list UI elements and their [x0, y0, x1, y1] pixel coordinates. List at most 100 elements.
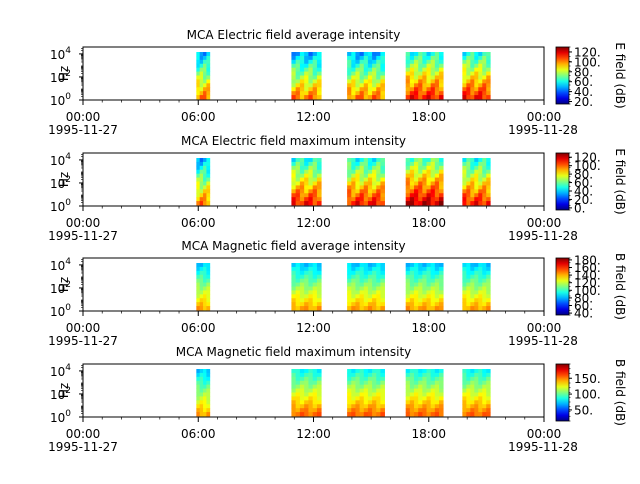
spectrogram-cell [316, 193, 322, 198]
spectrogram-cell [434, 274, 440, 280]
spectrogram-cell [367, 404, 373, 409]
spectrogram-cell [203, 376, 207, 382]
spectrogram-cell [414, 161, 419, 167]
y-axis-label: Hz [57, 66, 71, 81]
spectrogram-cell [347, 193, 352, 198]
spectrogram-cell [414, 189, 419, 194]
spectrogram-cell [470, 59, 475, 65]
spectrogram-cell [196, 181, 201, 186]
spectrogram-cell [316, 302, 322, 307]
spectrogram-cell [367, 306, 373, 311]
spectrogram-cell [418, 95, 423, 100]
spectrogram-cell [367, 197, 373, 202]
spectrogram-cell [308, 181, 314, 186]
spectrogram-cell [478, 83, 483, 88]
spectrogram-cell [347, 294, 352, 299]
spectrogram-cell [363, 263, 369, 268]
spectrogram-cell [363, 282, 369, 287]
spectrogram-cell [355, 201, 360, 206]
spectrogram-cell [206, 59, 211, 65]
spectrogram-cell [426, 384, 432, 389]
spectrogram-cell [405, 286, 411, 291]
spectrogram-cell [299, 173, 305, 178]
spectrogram-cell [308, 91, 314, 96]
spectrogram-cell [376, 59, 381, 65]
spectrogram-cell [418, 79, 423, 84]
spectrogram-cell [199, 278, 204, 283]
spectrogram-cell [355, 177, 360, 182]
spectrogram-cell [291, 372, 297, 378]
spectrogram-cell [486, 158, 491, 163]
panel-4: MCA Magnetic field maximum intensityHz10… [48, 345, 627, 454]
spectrogram-cell [376, 384, 381, 389]
spectrogram-cell [299, 392, 305, 397]
spectrogram-cell [206, 177, 211, 182]
spectrogram-cell [422, 169, 427, 175]
spectrogram-cell [351, 158, 356, 163]
spectrogram-cell [486, 282, 491, 287]
spectrogram-cell [405, 197, 411, 202]
colorbar-tick-label: 80. [574, 65, 593, 79]
spectrogram-cell [372, 290, 377, 295]
spectrogram-cell [196, 412, 201, 417]
spectrogram-cell [316, 298, 322, 303]
spectrogram-cell [351, 177, 356, 182]
spectrogram-cell [203, 71, 207, 76]
spectrogram-cell [372, 71, 377, 76]
spectrogram-cell [462, 193, 467, 198]
spectrogram-cell [430, 294, 436, 299]
spectrogram-cell [422, 400, 427, 405]
spectrogram-cell [422, 185, 427, 190]
spectrogram-cell [478, 266, 483, 272]
spectrogram-cell [430, 380, 436, 386]
spectrogram-cell [418, 372, 423, 378]
spectrogram-cell [438, 384, 444, 389]
spectrogram-cell [482, 193, 487, 198]
spectrogram-cell [430, 63, 436, 69]
spectrogram-cell [376, 55, 381, 61]
spectrogram-cell [422, 408, 427, 413]
spectrogram-cell [482, 201, 487, 206]
spectrogram-cell [430, 67, 436, 72]
spectrogram-cell [409, 59, 415, 65]
spectrogram-cell [347, 189, 352, 194]
spectrogram-cell [426, 181, 432, 186]
spectrogram-cell [347, 369, 352, 374]
spectrogram-cell [347, 302, 352, 307]
spectrogram-cell [409, 266, 415, 272]
spectrogram-cell [470, 181, 475, 186]
spectrogram-cell [304, 404, 309, 409]
spectrogram-cell [347, 52, 352, 57]
spectrogram-cell [462, 369, 467, 374]
spectrogram-cell [355, 404, 360, 409]
spectrogram-cell [409, 169, 415, 175]
spectrogram-cell [474, 201, 479, 206]
spectrogram-cell [466, 400, 471, 405]
spectrogram-cell [372, 298, 377, 303]
spectrogram-cell [418, 177, 423, 182]
spectrogram-cell [316, 266, 322, 272]
spectrogram-cell [376, 266, 381, 272]
spectrogram-cell [316, 392, 322, 397]
spectrogram-cell [196, 75, 201, 80]
spectrogram-cell [422, 306, 427, 311]
spectrogram-cell [206, 67, 211, 72]
spectrogram-cell [372, 376, 377, 382]
spectrogram-cell [308, 290, 314, 295]
spectrogram-cell [430, 193, 436, 198]
spectrogram-cell [359, 274, 365, 280]
spectrogram-cell [206, 282, 211, 287]
spectrogram-cell [430, 286, 436, 291]
spectrogram-cell [359, 278, 365, 283]
spectrogram-cell [347, 274, 352, 280]
spectrogram-cell [474, 173, 479, 178]
spectrogram-cell [295, 400, 301, 405]
spectrogram-cell [438, 388, 444, 393]
spectrogram-cell [418, 197, 423, 202]
spectrogram-cell [308, 165, 314, 171]
spectrogram-cell [295, 380, 301, 386]
spectrogram-cell [376, 286, 381, 291]
spectrogram-cell [304, 63, 309, 69]
spectrogram-cell [414, 158, 419, 163]
spectrogram-cell [486, 302, 491, 307]
